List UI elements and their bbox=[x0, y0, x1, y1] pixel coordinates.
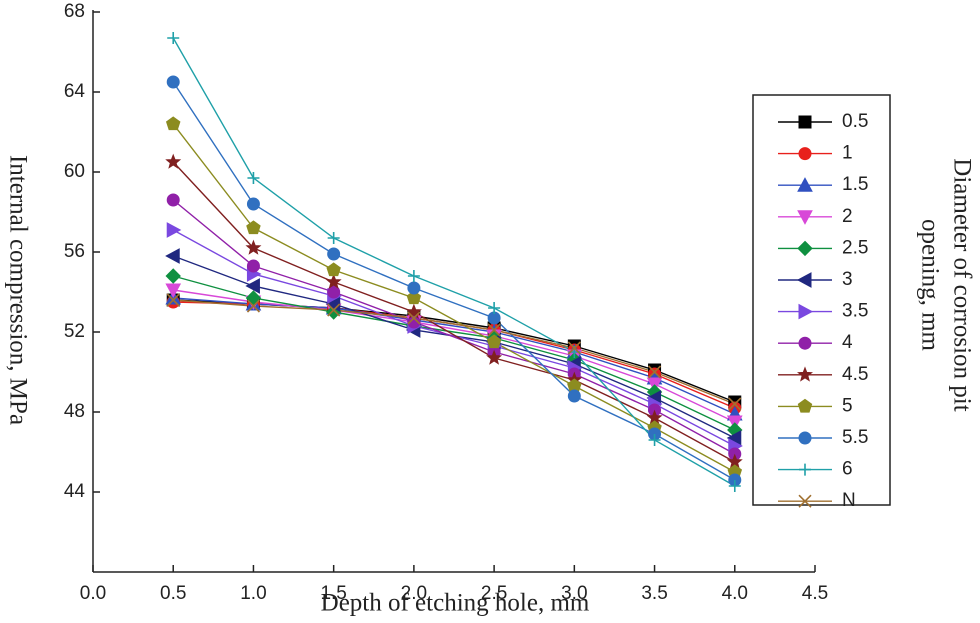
series-line bbox=[173, 289, 736, 423]
series-line bbox=[172, 229, 736, 447]
data-point bbox=[327, 232, 340, 244]
data-point bbox=[405, 303, 422, 319]
data-point bbox=[647, 365, 662, 379]
legend-marker bbox=[797, 210, 813, 225]
legend-marker bbox=[798, 431, 812, 445]
data-point bbox=[327, 285, 341, 299]
y-tick-label: 44 bbox=[64, 481, 86, 502]
legend-marker bbox=[797, 177, 813, 192]
data-point bbox=[407, 270, 420, 282]
data-point bbox=[166, 75, 180, 89]
data-point bbox=[166, 193, 180, 207]
x-tick-label: 3.0 bbox=[561, 583, 587, 604]
data-point bbox=[245, 239, 262, 255]
data-point bbox=[486, 349, 503, 365]
data-point bbox=[325, 273, 342, 289]
x-tick-label: 2.5 bbox=[481, 583, 507, 604]
legend-label: 1 bbox=[842, 143, 853, 164]
data-point bbox=[246, 299, 261, 313]
data-point bbox=[406, 290, 422, 305]
data-point bbox=[567, 341, 581, 355]
legend-label: 4 bbox=[842, 332, 853, 353]
data-point bbox=[165, 283, 182, 299]
x-tick-label: 1.0 bbox=[240, 583, 266, 604]
data-point bbox=[487, 323, 501, 337]
legend-label: N bbox=[842, 490, 856, 511]
legend-marker bbox=[799, 463, 811, 476]
legend-title: opening, mm bbox=[916, 219, 943, 351]
legend-marker bbox=[797, 366, 813, 382]
series-line bbox=[172, 123, 736, 473]
series-line bbox=[173, 275, 736, 431]
legend-marker bbox=[798, 494, 812, 508]
x-tick-label: 4.0 bbox=[722, 583, 748, 604]
data-point bbox=[165, 248, 180, 264]
legend-label: 1.5 bbox=[842, 174, 868, 195]
legend-label: 3 bbox=[842, 269, 853, 290]
legend-marker bbox=[798, 336, 812, 350]
data-point bbox=[407, 315, 421, 329]
legend-label: 5 bbox=[842, 395, 853, 416]
y-tick-label: 56 bbox=[64, 241, 85, 262]
data-point bbox=[167, 32, 180, 44]
legend-marker bbox=[798, 303, 814, 320]
data-point bbox=[246, 197, 260, 211]
series-line bbox=[172, 81, 736, 481]
data-point bbox=[728, 397, 742, 411]
legend-label: 2 bbox=[842, 206, 853, 227]
data-point bbox=[246, 220, 261, 235]
y-tick-label: 48 bbox=[64, 401, 85, 422]
x-tick-label: 2.0 bbox=[401, 583, 427, 604]
legend-label: 0.5 bbox=[842, 111, 868, 132]
y-tick-label: 60 bbox=[64, 161, 85, 182]
legend-marker bbox=[797, 398, 813, 413]
legend-label: 3.5 bbox=[842, 301, 868, 322]
data-point bbox=[165, 116, 181, 131]
data-point bbox=[488, 302, 501, 314]
x-tick-label: 1.5 bbox=[320, 583, 346, 604]
legend-marker bbox=[797, 240, 813, 257]
data-point bbox=[407, 311, 421, 325]
data-point bbox=[165, 268, 181, 284]
data-point bbox=[567, 389, 581, 403]
series-line bbox=[172, 199, 736, 455]
data-point bbox=[648, 434, 661, 446]
data-point bbox=[327, 303, 341, 317]
series-line bbox=[173, 299, 736, 403]
data-point bbox=[165, 153, 182, 169]
y-tick-label: 52 bbox=[64, 321, 85, 342]
y-axis-label: Internal compression, MPa bbox=[4, 155, 31, 425]
data-point bbox=[326, 262, 341, 277]
y-tick-label: 64 bbox=[64, 81, 86, 102]
data-point bbox=[327, 247, 341, 261]
legend-label: 4.5 bbox=[842, 364, 868, 385]
data-point bbox=[407, 281, 421, 295]
data-point bbox=[166, 293, 180, 307]
x-tick-label: 0.5 bbox=[160, 583, 186, 604]
data-point bbox=[166, 222, 182, 238]
data-point bbox=[486, 334, 502, 349]
legend-label: 6 bbox=[842, 459, 853, 480]
series-line bbox=[173, 297, 736, 415]
legend-marker bbox=[798, 147, 812, 161]
x-tick-label: 4.5 bbox=[802, 583, 828, 604]
data-point bbox=[245, 278, 260, 294]
series-line bbox=[173, 299, 736, 405]
y-tick-label: 68 bbox=[64, 1, 85, 22]
series-line bbox=[172, 161, 736, 463]
legend-marker bbox=[796, 272, 812, 288]
data-point bbox=[246, 259, 260, 273]
series-line bbox=[172, 37, 736, 487]
x-axis-label: Depth of etching hole, mm bbox=[321, 590, 590, 617]
data-point bbox=[728, 480, 741, 492]
legend-marker bbox=[798, 115, 812, 129]
legend-title: Diameter of corrosion pit bbox=[948, 158, 975, 411]
x-tick-label: 0.0 bbox=[80, 583, 106, 604]
legend-box bbox=[752, 94, 891, 506]
data-point bbox=[247, 172, 260, 184]
x-tick-label: 3.5 bbox=[641, 583, 667, 604]
legend-label: 5.5 bbox=[842, 427, 868, 448]
legend-label: 2.5 bbox=[842, 237, 868, 258]
